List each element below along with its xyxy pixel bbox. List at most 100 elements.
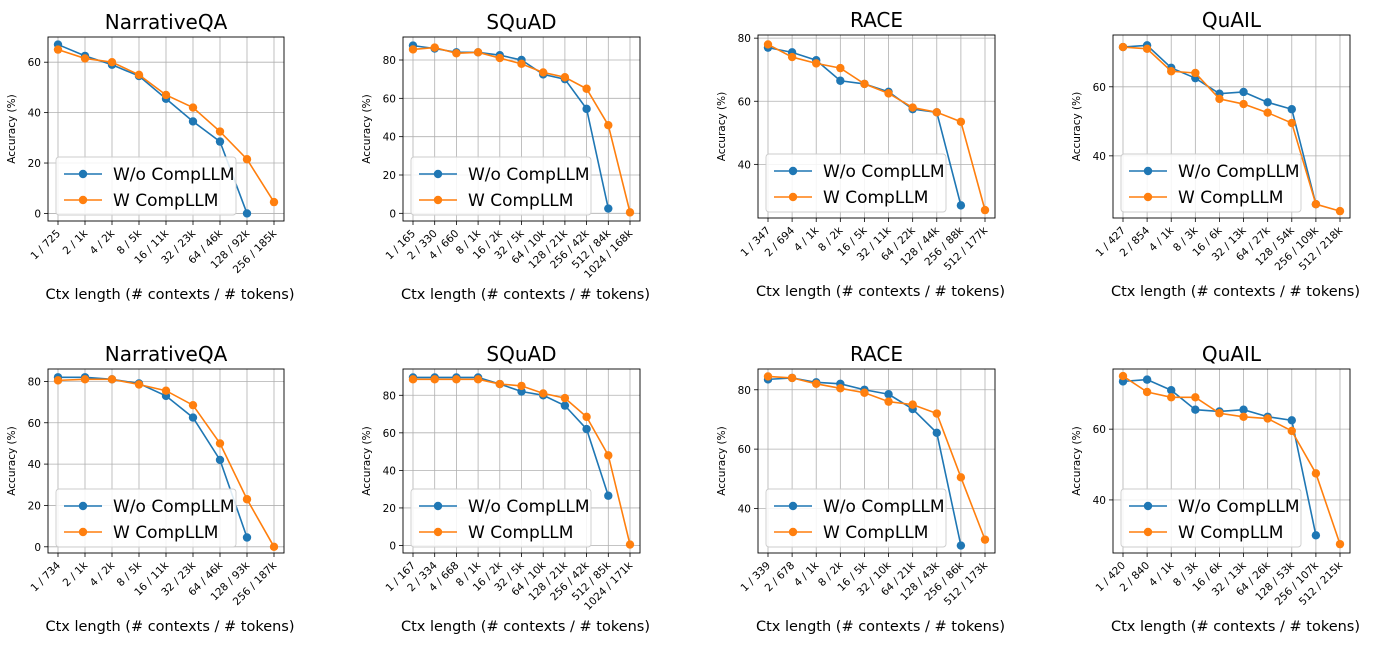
data-point [188, 117, 198, 126]
data-point [956, 541, 966, 550]
chart-title: NarrativeQA [105, 342, 228, 366]
data-point [836, 63, 845, 73]
data-point [787, 52, 797, 62]
legend-label: W CompLLM [468, 191, 573, 211]
y-tick-label: 0 [389, 540, 396, 552]
data-point [430, 43, 439, 52]
data-point [473, 48, 483, 57]
data-point [787, 373, 797, 383]
series-line [767, 375, 986, 540]
y-tick-label: 40 [28, 459, 41, 471]
y-tick-label: 40 [738, 159, 751, 171]
legend-marker [78, 501, 88, 511]
legend-label: W CompLLM [823, 523, 928, 543]
data-point [1118, 42, 1128, 52]
y-tick-label: 60 [383, 428, 396, 440]
data-point [932, 108, 941, 117]
data-point [242, 209, 252, 218]
chart-title: QuAIL [1202, 8, 1262, 32]
data-point [1239, 405, 1248, 414]
data-point [1311, 469, 1321, 478]
y-tick-label: 80 [28, 376, 41, 388]
x-axis-label: Ctx length (# contexts / # tokens) [756, 619, 1005, 635]
data-point [884, 397, 893, 406]
chart-title: SQuAD [486, 342, 556, 366]
y-tick-label: 80 [738, 385, 751, 397]
legend-marker [788, 527, 798, 537]
axes-frame [402, 36, 641, 222]
data-point [908, 400, 917, 409]
data-point [582, 424, 591, 434]
x-axis-label: Ctx length (# contexts / # tokens) [401, 619, 650, 635]
data-point [1263, 108, 1272, 117]
legend-marker [78, 169, 88, 179]
data-point [604, 120, 613, 130]
data-point [408, 375, 418, 384]
data-point [604, 491, 613, 500]
data-point [495, 379, 504, 389]
legend-label: W/o CompLLM [113, 165, 235, 185]
data-point [517, 381, 526, 391]
y-tick-label: 60 [1093, 424, 1106, 436]
data-point [812, 379, 821, 389]
y-tick-label: 60 [28, 418, 41, 430]
legend-marker [433, 195, 443, 205]
axes-frame [1112, 34, 1351, 219]
legend-label: W CompLLM [1178, 188, 1283, 208]
legend-label: W/o CompLLM [823, 162, 945, 182]
legend-marker [1143, 501, 1153, 511]
x-axis-label: Ctx length (# contexts / # tokens) [45, 287, 294, 303]
legend-marker [433, 527, 443, 537]
data-point [53, 45, 63, 54]
y-tick-label: 40 [28, 108, 41, 120]
data-point [1118, 371, 1128, 381]
series-line [413, 376, 610, 496]
data-point [242, 533, 252, 542]
data-point [107, 58, 117, 67]
x-axis-label: Ctx length (# contexts / # tokens) [1111, 619, 1360, 635]
data-point [932, 428, 941, 438]
y-axis-label: Accuracy (%) [361, 426, 373, 495]
chart-title: QuAIL [1202, 342, 1262, 366]
x-tick-label: 2 / 1k [61, 227, 91, 257]
x-axis-label: Ctx length (# contexts / # tokens) [401, 287, 650, 303]
y-tick-label: 60 [383, 93, 396, 105]
data-point [1142, 387, 1152, 397]
axes-frame [402, 368, 641, 554]
data-point [1191, 405, 1200, 414]
legend-label: W/o CompLLM [1178, 162, 1300, 182]
data-point [980, 535, 990, 544]
data-point [452, 375, 461, 384]
y-tick-label: 20 [28, 158, 41, 170]
data-point [1191, 393, 1200, 402]
data-point [1167, 67, 1176, 76]
y-axis-label: Accuracy (%) [361, 94, 373, 163]
y-tick-label: 0 [34, 208, 41, 220]
data-point [517, 59, 526, 69]
x-tick-label: 4 / 1k [792, 559, 822, 589]
legend-label: W/o CompLLM [468, 497, 590, 517]
data-point [161, 386, 171, 395]
data-point [956, 117, 966, 126]
y-tick-label: 0 [389, 208, 396, 220]
data-point [53, 376, 63, 385]
legend-marker [78, 527, 88, 537]
data-point [215, 439, 225, 448]
data-point [452, 49, 461, 58]
x-axis-label: Ctx length (# contexts / # tokens) [45, 619, 294, 635]
y-axis-label: Accuracy (%) [716, 426, 728, 495]
x-tick-label: 4 / 1k [1147, 224, 1177, 254]
chart-title: RACE [850, 8, 903, 32]
data-point [1142, 375, 1152, 384]
y-axis-label: Accuracy (%) [716, 92, 728, 161]
data-point [980, 205, 990, 215]
data-point [1167, 393, 1176, 402]
legend-marker [433, 169, 443, 179]
data-point [134, 70, 144, 80]
legend-label: W/o CompLLM [823, 497, 945, 517]
x-tick-label: 1 / 725 [29, 228, 64, 263]
